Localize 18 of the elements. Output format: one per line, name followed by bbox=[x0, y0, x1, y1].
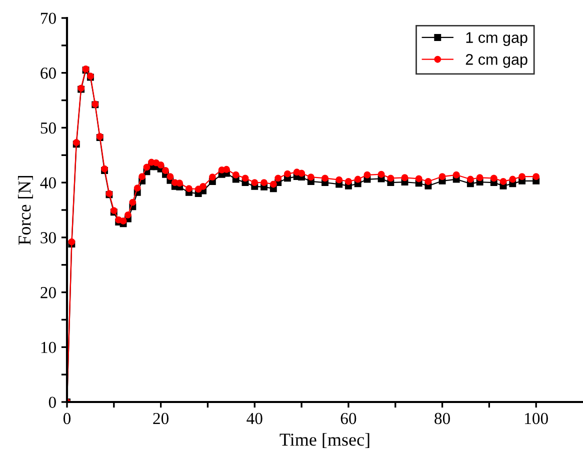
y-tick-label: 0 bbox=[48, 396, 56, 408]
y-tick-label: 10 bbox=[41, 342, 56, 354]
x-tick-label: 100 bbox=[525, 412, 548, 424]
x-tick-label: 80 bbox=[434, 412, 450, 424]
x-tick-label: 0 bbox=[63, 412, 71, 424]
x-tick-label: 20 bbox=[153, 412, 169, 424]
x-axis-title: Time [msec] bbox=[280, 433, 370, 448]
y-axis-title: Force [N] bbox=[18, 176, 33, 245]
legend-label: 1 cm gap bbox=[466, 32, 528, 46]
y-tick-label: 70 bbox=[41, 12, 56, 24]
legend-label: 2 cm gap bbox=[466, 54, 528, 68]
x-tick-label: 40 bbox=[246, 412, 262, 424]
y-tick-label: 40 bbox=[40, 177, 56, 189]
x-tick-label: 60 bbox=[340, 412, 356, 424]
y-tick-label: 20 bbox=[40, 286, 56, 298]
y-tick-label: 30 bbox=[40, 232, 56, 244]
y-tick-label: 50 bbox=[40, 122, 56, 134]
y-tick-label: 60 bbox=[40, 68, 56, 79]
